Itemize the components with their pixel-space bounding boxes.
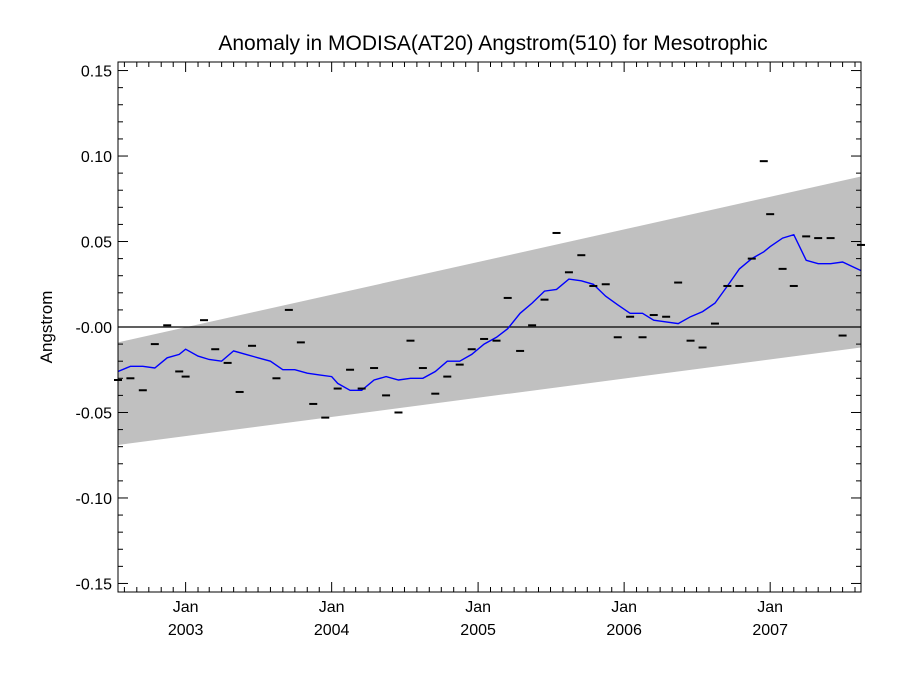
axes-layer: 0.15 0.10 0.05 -0.00 -0.05 -0.10 -0.15 Jan 2003 J… xyxy=(76,61,862,639)
y-tick-label: -0.00 xyxy=(76,320,113,337)
confidence-band-layer xyxy=(118,176,861,445)
x-tick-label-month: Jan xyxy=(611,599,637,616)
x-tick-label-year: 2004 xyxy=(314,622,350,639)
x-tick-label-month: Jan xyxy=(757,599,783,616)
trend-line xyxy=(117,233,862,391)
chart-title: Anomaly in MODISA(AT20) Angstrom(510) fo… xyxy=(218,32,767,55)
x-tick-label-month: Jan xyxy=(465,599,491,616)
y-axis-label: Angstrom xyxy=(37,291,56,364)
data-point-layer xyxy=(114,160,865,419)
x-tick-label-month: Jan xyxy=(319,599,345,616)
y-tick-label: -0.15 xyxy=(76,576,113,593)
trend-line-layer xyxy=(117,233,862,391)
x-tick-label-year: 2005 xyxy=(460,622,496,639)
x-tick-label-month: Jan xyxy=(173,599,199,616)
y-tick-label: 0.10 xyxy=(81,149,112,166)
x-tick-label-year: 2003 xyxy=(168,622,204,639)
confidence-band xyxy=(118,176,861,445)
y-tick-label: 0.15 xyxy=(81,64,112,81)
y-tick-label: -0.10 xyxy=(76,491,113,508)
x-tick-label-year: 2007 xyxy=(752,622,788,639)
x-tick-label-year: 2006 xyxy=(606,622,642,639)
y-tick-label: -0.05 xyxy=(76,405,113,422)
y-tick-label: 0.05 xyxy=(81,235,112,252)
